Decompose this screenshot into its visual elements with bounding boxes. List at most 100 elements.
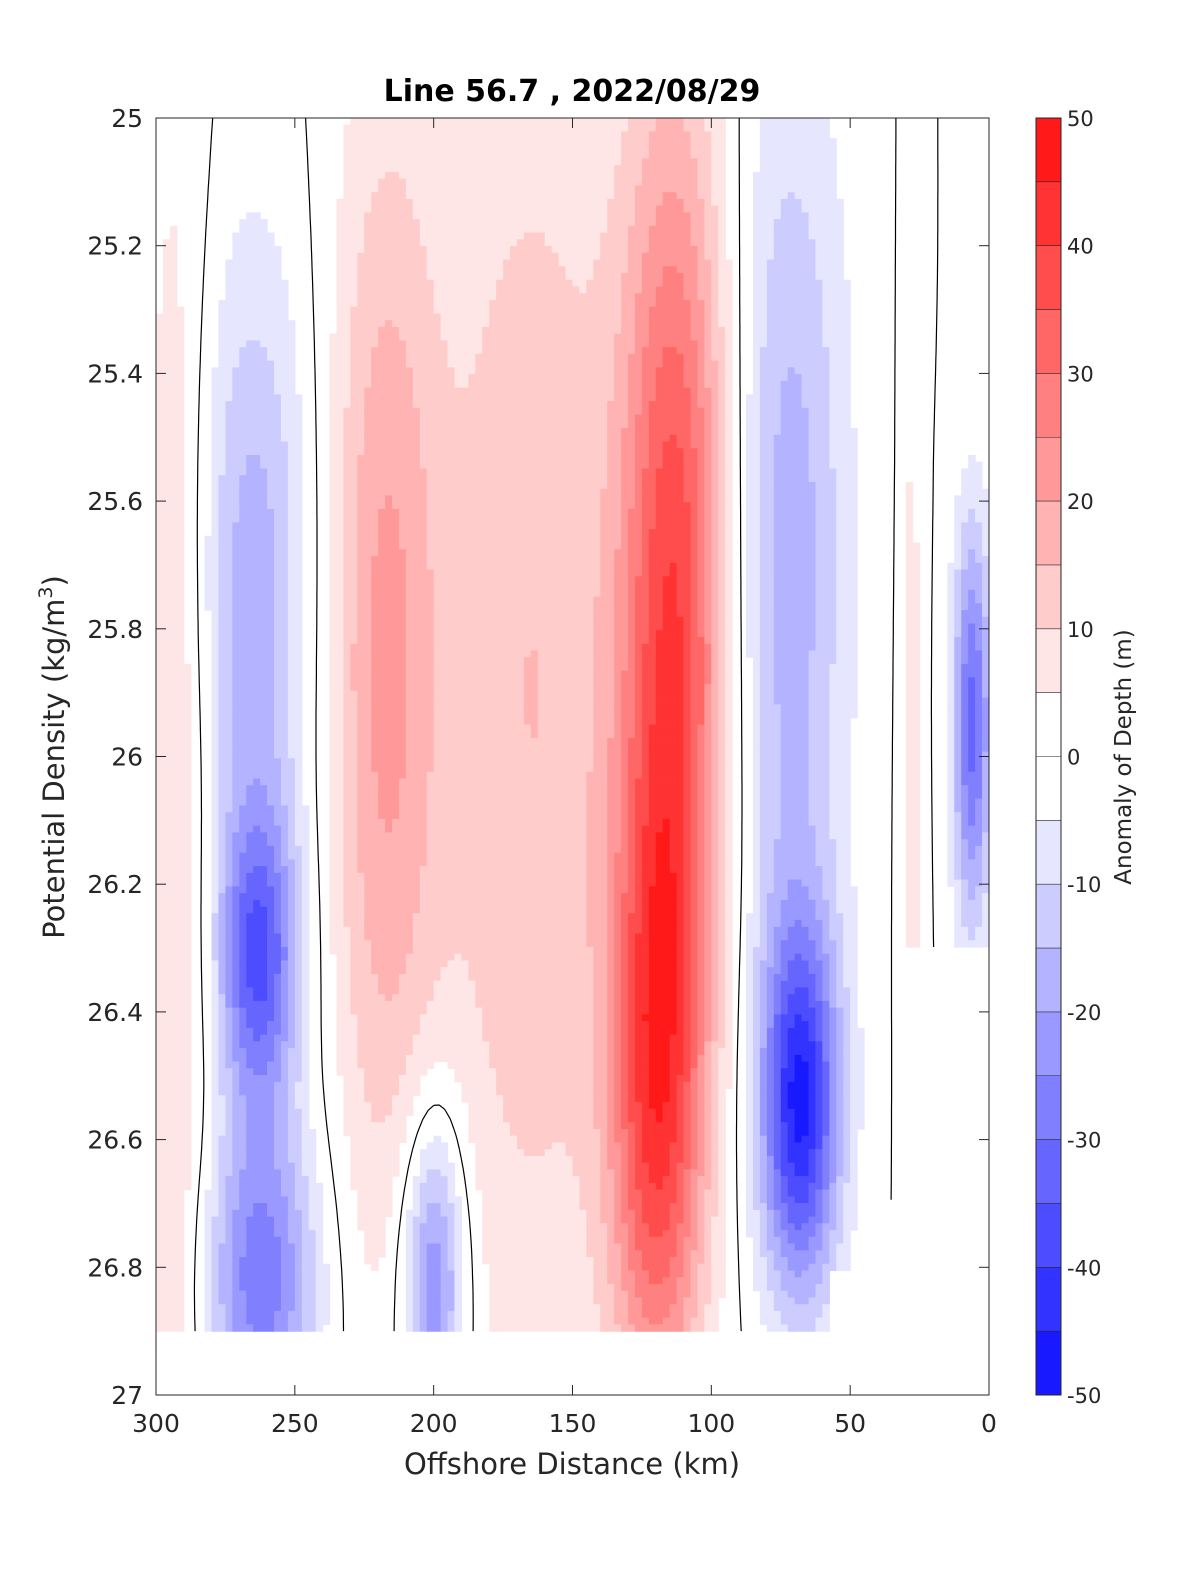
field-cell [330,354,338,361]
field-cell [385,785,393,792]
field-cell [406,920,414,927]
field-cell [274,354,282,361]
field-cell [232,347,240,354]
field-cell [420,273,428,280]
field-cell [177,1001,185,1008]
field-cell [212,1324,220,1331]
field-cell [406,1082,414,1089]
field-cell [212,725,220,732]
field-cell [420,212,428,219]
field-cell [239,455,247,462]
field-cell [274,934,282,941]
field-cell [413,893,421,900]
field-cell [302,947,310,954]
field-cell [246,718,254,725]
field-cell [364,206,372,213]
field-cell [253,671,261,678]
field-cell [232,293,240,300]
field-cell [413,489,421,496]
field-cell [225,725,233,732]
field-cell [156,549,164,556]
field-cell [170,354,178,361]
field-cell [260,556,268,563]
field-cell [218,927,226,934]
field-cell [170,1217,178,1224]
field-cell [288,408,296,415]
field-cell [288,347,296,354]
field-cell [267,462,275,469]
field-cell [413,725,421,732]
field-cell [288,543,296,550]
field-cell [336,549,344,556]
field-cell [406,549,414,556]
field-cell [281,415,289,422]
field-cell [330,772,338,779]
field-cell [350,179,358,186]
field-cell [420,374,428,381]
field-cell [357,212,365,219]
field-cell [163,1190,171,1197]
field-cell [163,1324,171,1331]
field-cell [281,1089,289,1096]
field-cell [281,1277,289,1284]
field-cell [239,1277,247,1284]
field-cell [392,468,400,475]
field-cell [212,462,220,469]
field-cell [246,273,254,280]
field-cell [399,671,407,678]
field-cell [364,448,372,455]
field-cell [288,1284,296,1291]
field-cell [274,913,282,920]
field-cell [288,927,296,934]
field-cell [170,630,178,637]
field-cell [225,340,233,347]
field-cell [378,576,386,583]
field-cell [246,745,254,752]
field-cell [156,893,164,900]
field-cell [246,1115,254,1122]
field-cell [267,570,275,577]
field-cell [364,1163,372,1170]
field-cell [246,401,254,408]
field-cell [184,947,192,954]
field-cell [163,603,171,610]
field-cell [246,954,254,961]
field-cell [184,1041,192,1048]
field-cell [302,1122,310,1129]
field-cell [364,819,372,826]
field-cell [156,1324,164,1331]
field-cell [406,698,414,705]
field-cell [218,792,226,799]
field-cell [378,691,386,698]
field-cell [302,1156,310,1163]
field-cell [239,1163,247,1170]
field-cell [295,725,303,732]
field-cell [385,233,393,240]
field-cell [225,354,233,361]
field-cell [343,765,351,772]
field-cell [350,832,358,839]
field-cell [253,1122,261,1129]
field-cell [225,1190,233,1197]
field-cell [406,752,414,759]
field-cell [163,698,171,705]
field-cell [170,448,178,455]
field-cell [253,698,261,705]
field-cell [239,286,247,293]
field-cell [371,179,379,186]
field-cell [378,152,386,159]
field-cell [350,947,358,954]
field-cell [225,1082,233,1089]
field-cell [364,1217,372,1224]
field-cell [239,273,247,280]
field-cell [385,637,393,644]
field-cell [364,1196,372,1203]
field-cell [239,1142,247,1149]
field-cell [260,1176,268,1183]
field-cell [371,165,379,172]
field-cell [364,718,372,725]
field-cell [343,576,351,583]
field-cell [205,1311,213,1318]
field-cell [239,1203,247,1210]
field-cell [260,866,268,873]
